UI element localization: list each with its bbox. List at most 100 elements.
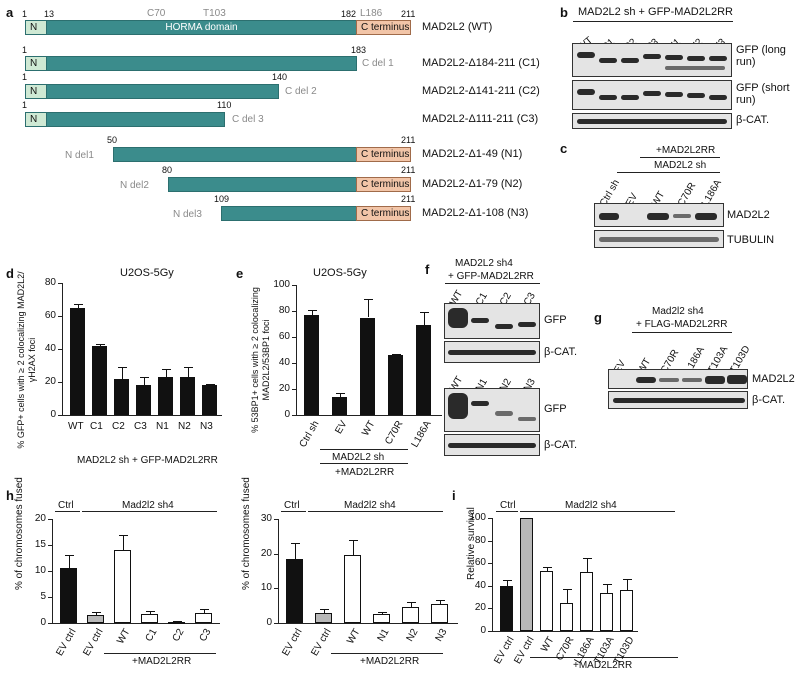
chart-e-error-cap <box>335 392 345 394</box>
panel-letter-g: g <box>594 310 602 325</box>
c2-start: 1 <box>22 72 28 82</box>
chart-e-bar <box>388 355 403 415</box>
chart-h2-ytick-mark <box>274 623 278 624</box>
chart-i-ytick-label: 100 <box>469 512 486 523</box>
chart-d-bar <box>114 378 129 415</box>
chart-e-y-axis <box>296 285 297 415</box>
panel-letter-h: h <box>6 488 14 503</box>
chart-h2-ytick-label: 10 <box>260 582 272 594</box>
chart-h1-ytick-mark <box>48 571 52 572</box>
n1-end: 211 <box>401 135 416 145</box>
chart-d-category-label: C1 <box>90 421 103 432</box>
chart-e-bar <box>416 325 431 415</box>
chart-h1-error-bar <box>122 534 124 551</box>
chart-i-error-cap <box>562 589 572 591</box>
chart-h2-bar <box>315 612 332 623</box>
panel-letter-c: c <box>560 141 568 156</box>
chart-d-ytick-label: 60 <box>44 310 56 321</box>
b-label-bcat: β-CAT. <box>736 114 770 126</box>
chart-d-ytick-label: 40 <box>44 343 56 354</box>
c-header-line1 <box>640 157 720 158</box>
chart-i-ytick-label: 20 <box>474 602 486 614</box>
chart-h1-ctrl-label: Ctrl <box>58 500 74 511</box>
mutation-label-l186: L186 <box>360 8 383 19</box>
chart-e-group-line1 <box>320 449 408 450</box>
c1-deletion-label: C del 1 <box>362 58 394 69</box>
chart-h1-ytick-label: 15 <box>34 539 46 550</box>
b-label-gfp-long: GFP (long run) <box>736 44 786 68</box>
n1-deletion-label: N del1 <box>65 150 94 161</box>
f-blot-gfp-bottom <box>444 388 540 432</box>
chart-d-ytick-label: 20 <box>44 376 56 387</box>
chart-i-ytick-mark <box>488 518 492 519</box>
n3-c-terminus: C terminus <box>356 206 411 221</box>
b-header-line <box>573 21 733 22</box>
chart-h2-error-bar <box>323 609 325 613</box>
chart-d-xlabel: MAD2L2 sh + GFP-MAD2L2RR <box>77 455 218 466</box>
chart-h1-ytick-mark <box>48 519 52 520</box>
n1-c-terminus: C terminus <box>356 147 411 162</box>
chart-h1-category-label: EV ctrl <box>80 627 106 659</box>
chart-i-group-label: Mad2l2 sh4 <box>565 500 617 511</box>
chart-d-ytick-label: 0 <box>50 409 56 420</box>
chart-e-ytick-label: 60 <box>278 331 290 342</box>
construct-name-n1: MAD2L2-Δ1-49 (N1) <box>422 148 523 160</box>
chart-d-ylabel: % GFP+ cells with ≥ 2 colocalizing MAD2L… <box>16 271 37 449</box>
chart-d-ytick-mark <box>58 415 62 416</box>
chart-d-bar <box>136 385 151 415</box>
n2-start: 80 <box>162 165 173 175</box>
chart-e-category-label: Ctrl sh <box>297 419 322 450</box>
c3-end: 110 <box>217 100 232 110</box>
chart-i-ytick-mark <box>488 563 492 565</box>
chart-i-ctrl-label: Ctrl <box>500 500 516 511</box>
f-blot-bcat-bottom <box>444 434 540 456</box>
chart-e-ytick-mark <box>292 363 296 364</box>
chart-h1-ytick-mark <box>48 623 52 624</box>
b-blot-gfp-short <box>572 80 732 110</box>
chart-e-x-axis <box>296 415 442 416</box>
chart-e-ytick-mark <box>292 311 296 312</box>
chart-d-error-bar <box>121 367 123 379</box>
chart-d-category-label: C3 <box>134 421 147 432</box>
chart-i-error-cap <box>602 583 612 585</box>
chart-i-bar <box>540 571 553 631</box>
chart-h1-error-bar <box>95 612 97 616</box>
chart-h2-error-cap <box>348 539 358 541</box>
c-header-sub: MAD2L2 sh <box>654 160 707 171</box>
mutation-label-c70: C70 <box>147 8 166 19</box>
n3-start: 109 <box>214 194 230 204</box>
chart-e-bar <box>332 396 347 415</box>
chart-h2-group-label2: +MAD2L2RR <box>360 656 420 667</box>
chart-d-category-label: N1 <box>156 421 169 432</box>
chart-i-error-bar <box>606 583 608 593</box>
chart-e-group-label: MAD2L2 sh <box>332 452 385 463</box>
chart-h1-ctrl-line <box>55 511 80 512</box>
c3-deletion-label: C del 3 <box>232 114 264 125</box>
c1-end: 183 <box>351 45 367 55</box>
chart-h1-category-label: EV ctrl <box>53 627 79 659</box>
chart-e-error-cap <box>363 299 373 301</box>
wt-c-terminus: C terminus <box>356 20 411 35</box>
chart-h2-bar <box>402 607 419 623</box>
construct-name-c1: MAD2L2-Δ184-211 (C1) <box>422 57 540 69</box>
chart-h2-ytick-label: 20 <box>260 547 272 559</box>
chart-i-bar <box>600 592 613 631</box>
wt-n-terminus: N <box>25 20 47 35</box>
chart-d-title: U2OS-5Gy <box>120 267 174 279</box>
chart-e-bar <box>360 317 375 415</box>
panel-letter-i: i <box>452 488 456 503</box>
chart-d-category-label: N3 <box>200 421 213 432</box>
chart-i-error-bar <box>626 579 628 591</box>
chart-i-ytick-label: 80 <box>474 534 486 546</box>
chart-d-category-label: WT <box>68 421 84 432</box>
c-blot-mad2l2 <box>594 203 724 227</box>
chart-h1-group-line <box>82 511 217 512</box>
chart-h1-ytick-label: 5 <box>40 591 46 602</box>
chart-i-group-line <box>520 511 675 512</box>
mutation-label-t103: T103 <box>203 8 226 19</box>
chart-i-group-label2: +MAD2L2RR <box>573 660 633 671</box>
f-header2: + GFP-MAD2L2RR <box>448 271 534 282</box>
chart-e-error-cap <box>391 353 401 355</box>
chart-h1-bar <box>141 613 158 623</box>
chart-d-ytick-label: 80 <box>44 277 56 288</box>
